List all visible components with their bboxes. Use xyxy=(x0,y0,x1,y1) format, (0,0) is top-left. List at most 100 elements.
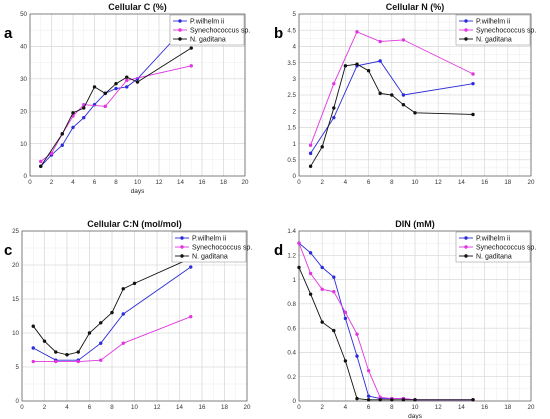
data-point xyxy=(42,339,47,343)
legend-marker xyxy=(464,28,468,32)
chart-title: Cellular C (%) xyxy=(108,2,167,12)
x-tick-label: 10 xyxy=(131,404,138,411)
legend-label: N. gaditana xyxy=(476,36,512,43)
y-tick-label: 4.5 xyxy=(287,27,296,34)
data-point xyxy=(114,81,118,86)
x-tick-label: 0 xyxy=(28,179,32,186)
data-point xyxy=(308,164,313,168)
data-point xyxy=(76,359,80,364)
series-line xyxy=(40,47,192,167)
y-tick-label: 0.5 xyxy=(287,157,296,164)
y-tick-label: 3.5 xyxy=(287,60,296,67)
x-tick-label: 16 xyxy=(199,179,206,186)
x-tick-label: 14 xyxy=(458,404,465,411)
x-tick-label: 16 xyxy=(481,179,488,186)
data-point xyxy=(355,396,359,401)
data-point xyxy=(355,62,359,66)
series-1 xyxy=(31,314,193,364)
data-point xyxy=(31,324,35,328)
x-tick-label: 14 xyxy=(176,404,183,411)
x-tick-label: 20 xyxy=(244,404,251,411)
data-point xyxy=(366,69,371,73)
data-point xyxy=(378,59,382,63)
y-tick-label: 20 xyxy=(20,108,27,115)
data-point xyxy=(297,241,301,245)
data-point xyxy=(189,46,193,50)
y-tick-label: 0.8 xyxy=(287,301,296,308)
y-tick-label: 0 xyxy=(293,398,297,405)
data-point xyxy=(332,106,336,110)
data-point xyxy=(99,358,103,362)
panel-letter: d xyxy=(274,242,283,259)
x-tick-label: 8 xyxy=(390,404,394,411)
x-tick-label: 10 xyxy=(412,179,419,186)
data-point xyxy=(121,341,125,345)
y-tick-label: 1.4 xyxy=(287,228,296,235)
data-point xyxy=(320,145,324,149)
x-tick-label: 4 xyxy=(65,404,69,411)
y-tick-label: 5 xyxy=(293,11,297,18)
data-point xyxy=(332,115,336,120)
data-point xyxy=(39,159,43,164)
x-tick-label: 2 xyxy=(43,404,47,411)
data-point xyxy=(60,143,64,147)
legend-label: Synechococcus sp. xyxy=(192,244,252,251)
y-tick-label: 0 xyxy=(16,398,20,405)
legend-label: N. gaditana xyxy=(190,36,226,43)
legend-marker xyxy=(178,19,182,23)
panel-letter: c xyxy=(4,242,12,259)
data-point xyxy=(401,38,406,42)
data-point xyxy=(401,103,406,107)
x-tick-label: 16 xyxy=(199,404,206,411)
legend-label: N. gaditana xyxy=(476,253,512,260)
legend-label: P.wilhelm ii xyxy=(476,235,511,242)
data-point xyxy=(378,39,382,44)
legend-marker xyxy=(464,19,468,23)
x-tick-label: 2 xyxy=(320,179,324,186)
y-tick-label: 20 xyxy=(12,262,19,269)
data-point xyxy=(297,265,301,270)
series-line xyxy=(310,31,474,146)
y-tick-label: 4 xyxy=(293,44,297,51)
data-point xyxy=(320,287,324,291)
x-tick-label: 8 xyxy=(110,404,114,411)
series-line xyxy=(310,60,474,154)
data-point xyxy=(132,281,137,286)
data-point xyxy=(189,314,193,319)
data-point xyxy=(378,395,382,400)
data-point xyxy=(343,359,348,363)
legend: P.wilhelm ii Synechococcus sp. N. gaditana xyxy=(455,14,536,46)
legend-marker xyxy=(464,254,468,258)
data-point xyxy=(390,93,394,97)
data-point xyxy=(308,271,313,276)
data-point xyxy=(110,310,114,315)
data-point xyxy=(471,81,475,86)
y-tick-label: 1 xyxy=(293,141,297,148)
data-point xyxy=(103,91,107,96)
panel-cellular-c: a Cellular C (%) 0 2 4 6 8 10 12 14 16 18 20 0 10 20 30 4… xyxy=(4,2,250,195)
data-point xyxy=(121,312,125,316)
data-point xyxy=(135,80,140,84)
legend-marker xyxy=(464,245,468,249)
x-tick-label: 16 xyxy=(481,404,488,411)
series-line xyxy=(33,266,192,361)
legend-label: Synechococcus sp. xyxy=(476,244,536,251)
x-tick-label: 8 xyxy=(390,179,394,186)
chart-title: Cellular C:N (mol/mol) xyxy=(87,219,182,229)
legend-label: P.wilhelm ii xyxy=(190,18,225,25)
legend: P.wilhelm ii Synechococcus sp. N. gaditana xyxy=(455,231,536,263)
data-point xyxy=(378,91,382,96)
panel-letter: b xyxy=(274,25,283,42)
data-point xyxy=(82,115,86,120)
x-tick-label: 6 xyxy=(367,404,371,411)
x-tick-label: 18 xyxy=(504,179,511,186)
panel-letter: a xyxy=(4,25,13,42)
data-point xyxy=(320,265,324,270)
data-point xyxy=(39,164,43,168)
data-point xyxy=(125,75,129,79)
series-2 xyxy=(308,62,475,168)
data-point xyxy=(114,86,118,91)
data-point xyxy=(366,368,371,373)
data-point xyxy=(401,93,406,97)
